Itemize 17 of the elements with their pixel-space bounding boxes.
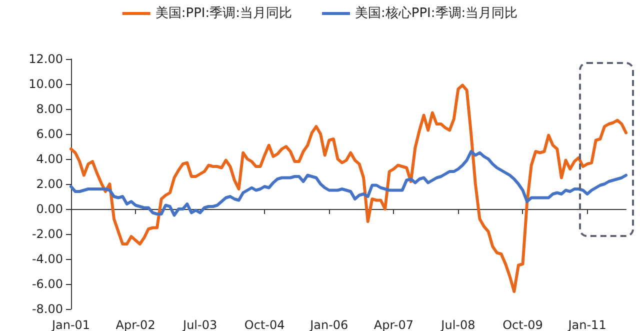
y-tick-label: -4.00 [32,252,63,266]
x-tick-label: Oct-04 [244,318,285,331]
x-tick-label: Oct-09 [502,318,543,331]
y-tick-label: 8.00 [36,102,63,116]
y-tick-label: -2.00 [32,227,63,241]
y-tick-label: 6.00 [36,127,63,141]
y-tick-label: -6.00 [32,277,63,291]
line-series [70,150,628,217]
y-tick-label: -8.00 [32,302,63,316]
legend-label: 美国:核心PPI:季调:当月同比 [355,5,518,21]
y-tick-label: 2.00 [36,177,63,191]
legend-label: 美国:PPI:季调:当月同比 [155,5,292,21]
y-tick-label: 0.00 [36,202,63,216]
line-series [70,84,628,293]
y-tick-label: 4.00 [36,152,63,166]
y-tick-label: 10.00 [28,77,63,91]
y-tick-label: 12.00 [28,52,63,66]
